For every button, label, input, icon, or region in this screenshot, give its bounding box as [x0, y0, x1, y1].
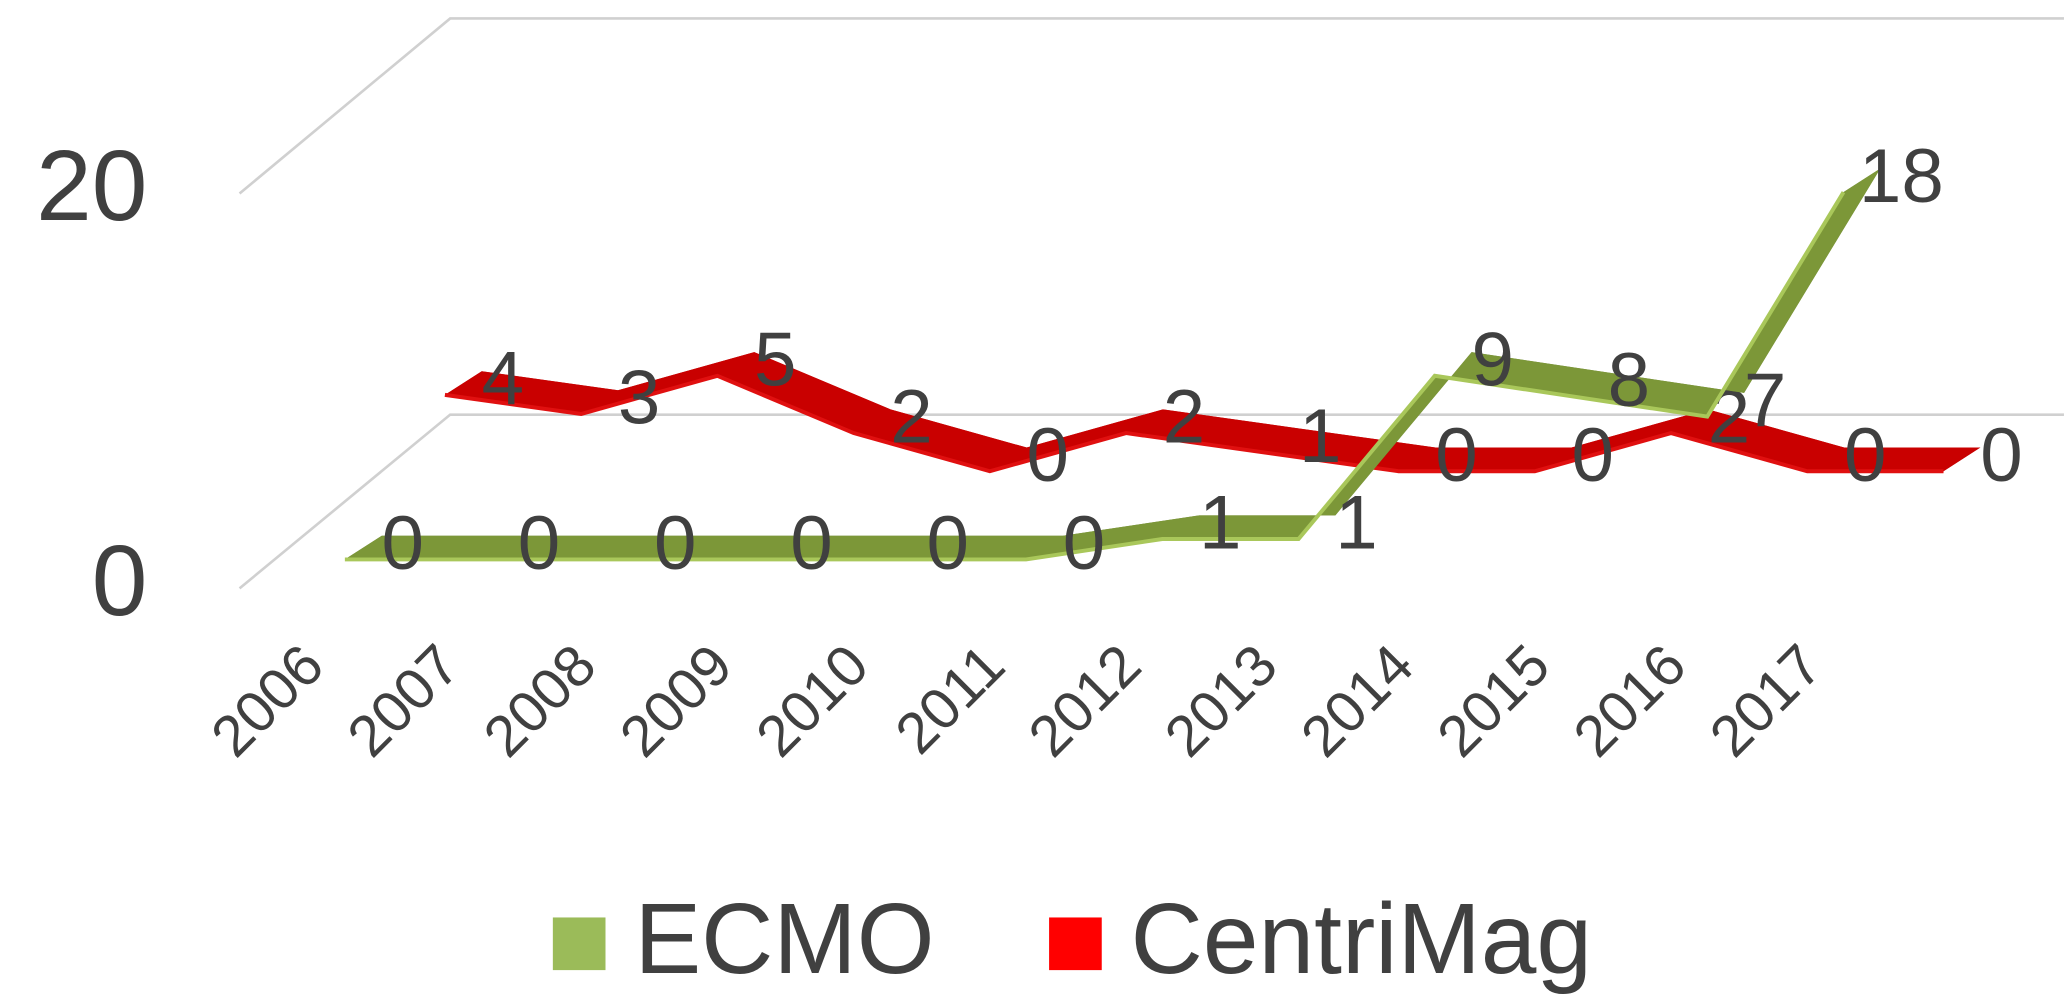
data-label: 18: [1859, 134, 1944, 219]
x-tick-label: 2009: [608, 633, 744, 769]
data-label: 0: [518, 501, 560, 586]
y-tick-label: 20: [36, 130, 147, 242]
data-label: 2: [890, 375, 932, 460]
data-label: 0: [1980, 413, 2022, 498]
data-label: 0: [382, 501, 424, 586]
data-label: 3: [618, 356, 660, 441]
x-tick-label: 2013: [1153, 633, 1289, 769]
data-label: 7: [1744, 358, 1786, 443]
legend-swatch: [552, 917, 606, 971]
x-tick-label: 2006: [200, 633, 336, 769]
data-label: 1: [1299, 394, 1341, 479]
data-label: 0: [1063, 501, 1105, 586]
series-line: [344, 191, 1846, 562]
data-label: 1: [1335, 481, 1377, 566]
data-label: 0: [1571, 413, 1613, 498]
data-label: 0: [927, 501, 969, 586]
data-label: 2: [1163, 375, 1205, 460]
x-tick-label: 2011: [884, 633, 1017, 766]
data-label: 0: [1435, 413, 1477, 498]
data-label: 5: [754, 317, 796, 402]
legend-label: ECMO: [634, 883, 934, 994]
data-label: 4: [482, 337, 524, 422]
data-label: 1: [1199, 481, 1241, 566]
ribbon-top: [444, 352, 1981, 472]
grid-line: [238, 413, 2064, 590]
data-label: 8: [1608, 338, 1650, 423]
legend-swatch: [1049, 917, 1102, 971]
x-tick-label: 2014: [1289, 633, 1425, 769]
data-label: 0: [1844, 413, 1886, 498]
x-tick-label: 2007: [336, 633, 472, 769]
x-tick-label: 2015: [1426, 633, 1562, 769]
data-label: 9: [1471, 317, 1513, 402]
x-tick-label: 2008: [472, 633, 608, 769]
data-label: 0: [654, 501, 696, 586]
series-line: [444, 373, 1944, 474]
data-label: 0: [1027, 413, 1069, 498]
x-tick-label: 2012: [1017, 633, 1153, 769]
grid-line: [238, 17, 2064, 195]
x-tick-label: 2010: [745, 633, 881, 769]
legend-label: CentriMag: [1131, 883, 1592, 994]
x-tick-label: 2016: [1562, 633, 1698, 769]
x-tick-label: 2017: [1698, 633, 1834, 769]
data-label: 0: [790, 501, 832, 586]
y-tick-label: 0: [92, 525, 148, 637]
